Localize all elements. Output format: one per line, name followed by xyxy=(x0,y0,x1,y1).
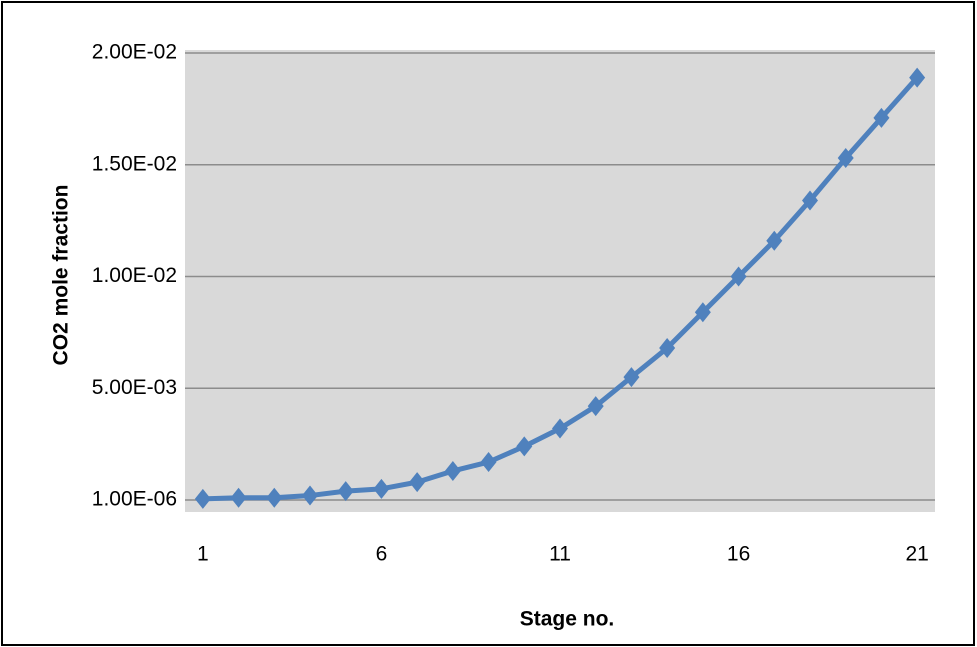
marker xyxy=(373,478,390,499)
x-tick-label: 11 xyxy=(549,543,571,566)
y-axis-title: CO2 mole fraction xyxy=(50,185,73,366)
marker xyxy=(194,488,211,509)
plot-area xyxy=(185,50,935,512)
x-tick-label: 16 xyxy=(727,543,750,566)
marker xyxy=(552,418,568,439)
marker xyxy=(730,266,747,287)
marker xyxy=(480,452,497,473)
marker xyxy=(516,436,533,457)
x-tick-label: 1 xyxy=(197,543,209,566)
marker xyxy=(694,302,711,323)
x-tick-label: 21 xyxy=(905,543,928,566)
y-tick-label: 5.00E-03 xyxy=(92,376,177,399)
marker xyxy=(873,107,890,128)
marker xyxy=(837,148,854,169)
x-tick-label: 6 xyxy=(376,543,388,566)
marker xyxy=(623,367,640,388)
y-tick-label: 1.00E-06 xyxy=(92,488,177,511)
marker xyxy=(337,481,354,502)
y-tick-label: 1.00E-02 xyxy=(92,264,177,287)
marker xyxy=(659,338,676,359)
marker xyxy=(766,230,783,251)
marker xyxy=(587,396,604,417)
marker xyxy=(266,487,283,508)
marker xyxy=(230,487,247,508)
marker xyxy=(802,190,818,211)
marker xyxy=(444,460,461,481)
marker xyxy=(909,67,926,88)
x-axis-title: Stage no. xyxy=(520,608,615,631)
y-tick-label: 1.50E-02 xyxy=(92,152,177,175)
marker xyxy=(409,472,426,493)
marker xyxy=(302,485,318,506)
y-tick-label: 2.00E-02 xyxy=(92,41,177,64)
